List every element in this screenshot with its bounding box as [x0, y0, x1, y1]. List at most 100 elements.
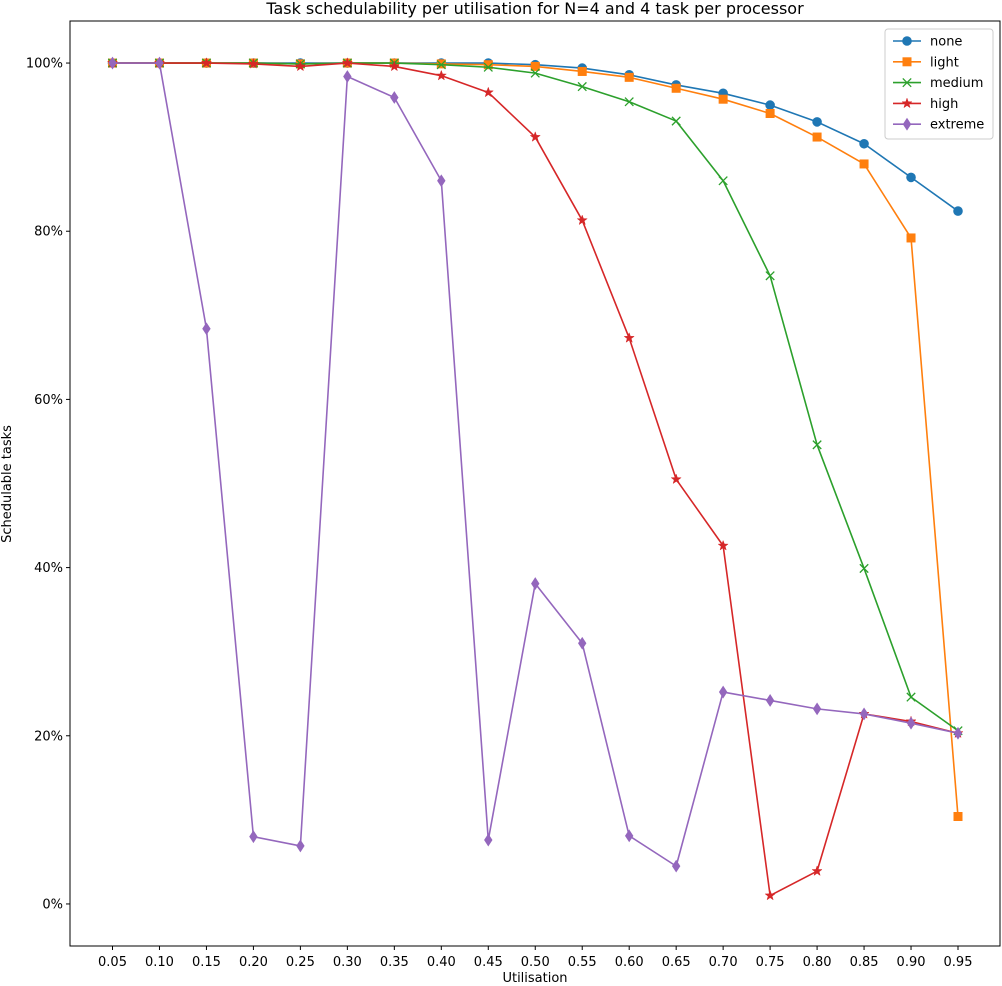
- data-point-high: [200, 57, 213, 68]
- data-point-none: [906, 172, 916, 183]
- legend-marker: [902, 117, 912, 131]
- y-tick-label: 0%: [42, 897, 63, 912]
- data-point-none: [765, 100, 775, 110]
- data-point-high: [811, 865, 823, 876]
- data-point-high: [670, 473, 682, 485]
- legend-marker: [902, 36, 912, 46]
- x-axis-label: Utilisation: [502, 971, 567, 986]
- data-point-high: [294, 60, 307, 72]
- legend-marker: [902, 57, 912, 67]
- data-point-extreme: [812, 702, 822, 716]
- data-point-extreme: [202, 322, 211, 336]
- data-point-high: [529, 131, 541, 142]
- data-point-extreme: [953, 726, 963, 740]
- data-point-medium: [530, 68, 540, 78]
- data-point-medium: [718, 176, 728, 186]
- y-tick-label: 20%: [34, 729, 63, 744]
- legend-label: light: [930, 55, 959, 70]
- data-point-light: [765, 109, 775, 118]
- legend-label: extreme: [930, 118, 984, 133]
- data-point-high: [247, 57, 260, 69]
- data-point-extreme: [578, 636, 587, 650]
- y-tick-label: 40%: [34, 561, 63, 576]
- legend-entry-light: light: [893, 55, 959, 70]
- data-point-extreme: [906, 716, 916, 730]
- x-tick-label: 0.20: [239, 955, 268, 970]
- data-point-extreme: [390, 91, 399, 104]
- series-line-medium: [112, 62, 959, 732]
- x-tick-label: 0.80: [803, 955, 832, 970]
- data-point-high: [388, 60, 400, 72]
- data-point-high: [341, 57, 354, 68]
- x-tick-label: 0.40: [427, 955, 456, 970]
- data-point-medium: [906, 692, 916, 702]
- x-tick-label: 0.60: [615, 955, 644, 970]
- data-point-extreme: [859, 707, 869, 721]
- data-point-medium: [812, 440, 822, 450]
- x-tick-label: 0.85: [850, 955, 879, 970]
- series-high: [106, 57, 964, 901]
- legend-label: none: [930, 35, 962, 50]
- series-line-extreme: [112, 62, 959, 867]
- legend-entry-extreme: extreme: [893, 118, 984, 133]
- legend-entry-none: none: [893, 35, 962, 50]
- data-point-light: [624, 72, 634, 82]
- x-tick-label: 0.10: [145, 955, 174, 970]
- chart-title: Task schedulability per utilisation for …: [265, 0, 804, 18]
- data-point-medium: [483, 62, 493, 72]
- data-point-light: [483, 60, 493, 70]
- data-point-none: [953, 206, 963, 216]
- data-point-light: [577, 66, 587, 76]
- data-point-extreme: [155, 56, 164, 70]
- x-tick-label: 0.55: [568, 955, 597, 970]
- data-point-extreme: [249, 830, 258, 844]
- series-line-light: [112, 62, 959, 817]
- data-point-high: [764, 889, 776, 901]
- legend-label: medium: [930, 76, 983, 91]
- plot-area: 0.05 0.10 0.15 0.20 0.25 0.30 0.35 0.40 0.45 0.50…: [26, 20, 1001, 970]
- data-point-extreme: [296, 839, 305, 853]
- data-point-high: [576, 214, 588, 226]
- series-line-high: [112, 62, 959, 897]
- data-point-light: [953, 812, 963, 821]
- data-point-extreme: [484, 833, 493, 847]
- data-point-light: [906, 233, 916, 243]
- data-point-medium: [671, 116, 681, 126]
- data-point-light: [718, 94, 728, 104]
- data-point-high: [717, 539, 729, 551]
- x-tick-label: 0.45: [474, 955, 503, 970]
- legend-entry-medium: medium: [893, 76, 983, 91]
- data-point-high: [435, 69, 447, 81]
- data-point-medium: [859, 563, 869, 574]
- data-point-extreme: [108, 56, 117, 70]
- legend-box: [884, 28, 994, 140]
- x-tick-label: 0.90: [897, 955, 926, 970]
- data-point-none: [812, 117, 822, 127]
- data-point-high: [623, 332, 635, 343]
- x-tick-label: 0.50: [521, 955, 550, 970]
- legend-marker: [901, 97, 913, 109]
- data-point-medium: [577, 81, 587, 92]
- data-point-extreme: [531, 577, 540, 590]
- y-axis-label: Schedulable tasks: [0, 425, 15, 543]
- series-extreme: [108, 56, 963, 873]
- data-point-extreme: [624, 829, 634, 843]
- data-point-high: [482, 86, 494, 98]
- x-tick-label: 0.05: [98, 955, 127, 970]
- x-tick-label: 0.65: [662, 955, 691, 970]
- data-point-light: [812, 132, 822, 142]
- data-point-none: [859, 138, 869, 149]
- legend-entry-high: high: [893, 97, 958, 112]
- legend-label: high: [930, 97, 958, 112]
- data-point-extreme: [437, 174, 446, 188]
- x-tick-label: 0.95: [944, 955, 973, 970]
- y-tick-label: 60%: [34, 393, 63, 408]
- data-point-light: [530, 61, 540, 71]
- data-point-extreme: [671, 859, 681, 873]
- data-point-light: [859, 159, 869, 169]
- y-tick-label: 80%: [34, 225, 63, 240]
- x-tick-label: 0.70: [709, 955, 738, 970]
- x-tick-label: 0.35: [380, 955, 409, 970]
- legend-marker: [902, 77, 912, 88]
